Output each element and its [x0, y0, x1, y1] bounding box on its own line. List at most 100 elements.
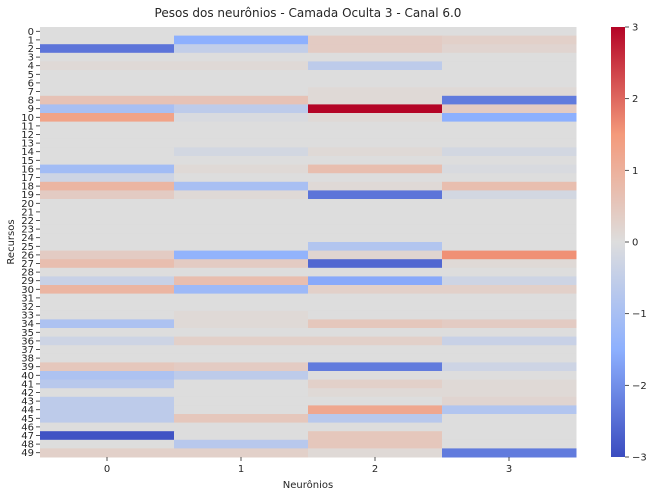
- heatmap-cell: [442, 147, 577, 157]
- heatmap-cell: [442, 199, 577, 209]
- heatmap-cell: [174, 405, 309, 415]
- heatmap-cell: [40, 130, 175, 140]
- y-tick-label: 34: [21, 319, 34, 330]
- heatmap-cell: [40, 156, 175, 166]
- heatmap-cell: [442, 362, 577, 372]
- heatmap-cell: [308, 276, 443, 286]
- heatmap-cell: [40, 113, 175, 123]
- heatmap-cell: [174, 138, 309, 148]
- heatmap-cell: [174, 27, 309, 37]
- heatmap-cell: [40, 95, 175, 105]
- heatmap-cell: [40, 35, 175, 45]
- colorbar-tick-label: 1: [632, 166, 638, 177]
- colorbar-tick-label: 3: [632, 23, 638, 34]
- heatmap-cell: [40, 44, 175, 54]
- heatmap-cell: [174, 328, 309, 338]
- y-tick-label: 42: [21, 388, 34, 399]
- heatmap-cell: [308, 379, 443, 389]
- heatmap-cell: [174, 78, 309, 88]
- colorbar-ticks: 3 2 1 0 −1 −2 −3: [625, 23, 647, 464]
- y-tick-label: 26: [21, 250, 34, 261]
- colorbar-tick-label: −2: [632, 381, 647, 392]
- heatmap-cell: [442, 164, 577, 174]
- heatmap-cell: [442, 224, 577, 234]
- y-tick-label: 31: [21, 293, 34, 304]
- heatmap-cell: [174, 362, 309, 372]
- y-tick-label: 29: [21, 276, 34, 287]
- heatmap-cell: [174, 173, 309, 183]
- heatmap-cell: [308, 207, 443, 217]
- x-axis-label: Neurônios: [283, 479, 333, 491]
- heatmap-cell: [174, 121, 309, 131]
- heatmap-cell: [40, 276, 175, 286]
- y-tick-label: 44: [21, 405, 34, 416]
- y-tick-label: 14: [21, 147, 34, 158]
- heatmap-cell: [40, 173, 175, 183]
- y-ticks: 0123456789101112131415161718192021222324…: [21, 27, 40, 459]
- heatmap-cell: [174, 130, 309, 140]
- heatmap-cell: [174, 310, 309, 320]
- heatmap-cell: [308, 259, 443, 269]
- heatmap-cell: [442, 190, 577, 200]
- y-tick-label: 38: [21, 354, 34, 365]
- heatmap-cell: [442, 207, 577, 217]
- y-tick-label: 17: [21, 173, 34, 184]
- y-tick-label: 0: [28, 27, 34, 38]
- heatmap-cell: [442, 293, 577, 303]
- heatmap-cell: [308, 336, 443, 346]
- heatmap-cell: [308, 95, 443, 105]
- heatmap-cell: [442, 422, 577, 432]
- heatmap-cell: [174, 164, 309, 174]
- heatmap-cell: [308, 388, 443, 398]
- heatmap-cell: [174, 61, 309, 71]
- heatmap-cell: [308, 353, 443, 363]
- heatmap-cell: [308, 164, 443, 174]
- heatmap-cell: [40, 242, 175, 252]
- x-tick-label: 2: [372, 464, 378, 475]
- y-tick-label: 1: [28, 35, 34, 46]
- heatmap-cell: [308, 293, 443, 303]
- heatmap-cell: [308, 216, 443, 226]
- heatmap-cell: [442, 242, 577, 252]
- heatmap-cell: [442, 27, 577, 37]
- y-tick-label: 15: [21, 156, 34, 167]
- heatmap-cell: [308, 362, 443, 372]
- y-tick-label: 46: [21, 422, 34, 433]
- colorbar: [611, 27, 625, 457]
- heatmap-cell: [40, 388, 175, 398]
- y-tick-label: 2: [28, 44, 34, 55]
- heatmap-cell: [442, 259, 577, 269]
- heatmap-cell: [174, 113, 309, 123]
- heatmap-cell: [308, 431, 443, 441]
- y-tick-label: 5: [28, 70, 34, 81]
- y-tick-label: 35: [21, 328, 34, 339]
- heatmap-cell: [40, 181, 175, 191]
- y-tick-label: 8: [28, 96, 34, 107]
- heatmap-cell: [40, 345, 175, 355]
- heatmap-cell: [174, 345, 309, 355]
- y-tick-label: 36: [21, 336, 34, 347]
- heatmap-cell: [174, 319, 309, 329]
- y-tick-label: 32: [21, 302, 34, 313]
- heatmap-cell: [308, 250, 443, 260]
- heatmap-cell: [442, 353, 577, 363]
- heatmap-cell: [442, 276, 577, 286]
- heatmap-cell: [174, 52, 309, 62]
- heatmap-cell: [174, 35, 309, 45]
- heatmap-cell: [40, 431, 175, 441]
- heatmap-cell: [174, 242, 309, 252]
- heatmap-cell: [40, 405, 175, 415]
- heatmap-cell: [442, 35, 577, 45]
- heatmap-cell: [174, 199, 309, 209]
- heatmap-cell: [174, 267, 309, 277]
- heatmap-cell: [308, 224, 443, 234]
- y-tick-label: 6: [28, 78, 34, 89]
- heatmap-cell: [442, 156, 577, 166]
- heatmap-cell: [174, 70, 309, 80]
- heatmap-cell: [40, 233, 175, 243]
- heatmap-cell: [442, 319, 577, 329]
- heatmap-cell: [442, 431, 577, 441]
- heatmap-cell: [40, 439, 175, 449]
- heatmap-cell: [442, 138, 577, 148]
- heatmap-cell: [442, 87, 577, 97]
